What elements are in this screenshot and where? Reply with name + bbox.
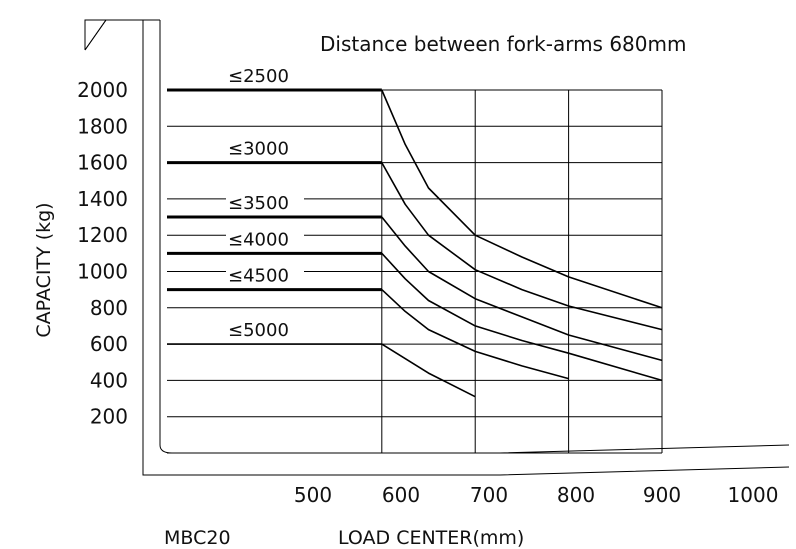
y-tick-label: 2000 [77,78,128,102]
x-tick-label: 600 [382,483,420,507]
series-label-background [226,66,304,86]
series-line-curve [381,89,663,309]
y-tick-label: 200 [90,405,128,429]
y-tick-label: 600 [90,332,128,356]
y-tick-label: 1000 [77,260,128,284]
y-tick-label: 1600 [77,151,128,175]
series-line-curve [381,162,663,331]
series-label: ≤2500 [228,66,289,87]
x-tick-label: 700 [470,483,508,507]
x-tick-label: 1000 [728,483,779,507]
model-label: MBC20 [164,527,231,549]
series-line-curve [381,216,663,362]
series-label-background [226,138,304,159]
series-label: ≤5000 [228,320,289,341]
series-label-background [226,320,304,341]
y-tick-label: 1400 [77,187,128,211]
series-line-curve [381,252,663,382]
series-label: ≤4500 [228,266,289,287]
chart-frame-line [84,19,106,50]
x-tick-label: 800 [557,483,595,507]
x-axis-title: LOAD CENTER(mm) [338,527,524,549]
x-tick-label: 500 [294,483,332,507]
y-tick-label: 1200 [77,223,128,247]
series-label-background [226,229,304,250]
series-line-curve [381,343,476,398]
series-label-background [226,193,304,214]
chart-frame-line [84,19,790,476]
y-axis-title: CAPACITY (kg) [33,202,55,337]
series-label: ≤4000 [228,229,289,250]
x-tick-label: 900 [643,483,681,507]
series-line-curve [381,289,569,380]
chart-frame-line [84,19,160,51]
chart-frame [84,19,790,476]
series-label-background [226,265,304,286]
series-label: ≤3000 [228,139,289,160]
chart-title: Distance between fork-arms 680mm [320,32,686,56]
y-tick-label: 400 [90,368,128,392]
series-label: ≤3500 [228,193,289,214]
y-tick-label: 1800 [77,114,128,138]
y-tick-label: 800 [90,296,128,320]
